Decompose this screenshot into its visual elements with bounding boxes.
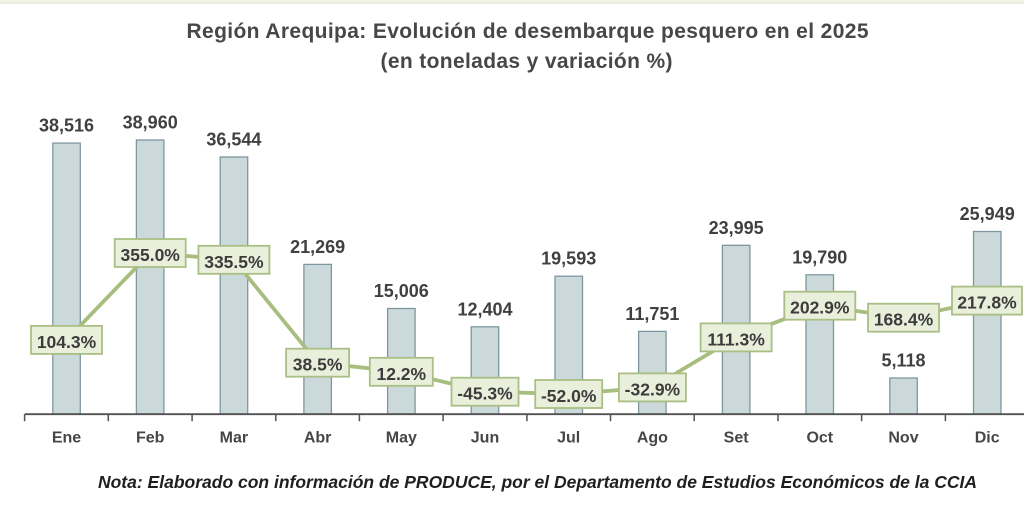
svg-text:15,006: 15,006 [374,281,429,301]
svg-text:111.3%: 111.3% [707,329,765,349]
svg-text:19,790: 19,790 [792,247,847,267]
svg-text:21,269: 21,269 [290,237,345,257]
svg-text:Set: Set [724,430,750,447]
svg-text:25,949: 25,949 [960,204,1015,224]
svg-text:Abr: Abr [304,430,332,447]
svg-text:38.5%: 38.5% [293,355,343,375]
svg-text:5,118: 5,118 [881,351,925,371]
svg-text:23,995: 23,995 [709,218,764,238]
svg-text:Mar: Mar [220,430,248,447]
svg-text:Oct: Oct [806,430,833,447]
svg-text:168.4%: 168.4% [874,310,934,330]
svg-text:Dic: Dic [975,430,1000,447]
svg-text:Ago: Ago [637,430,668,447]
svg-text:104.3%: 104.3% [37,332,97,352]
svg-text:-45.3%: -45.3% [457,384,513,404]
svg-text:Región Arequipa: Evolución de: Región Arequipa: Evolución de desembarqu… [187,20,869,43]
svg-text:Ene: Ene [52,430,81,447]
svg-text:38,960: 38,960 [123,113,178,133]
svg-text:Jul: Jul [557,430,580,447]
svg-text:-32.9%: -32.9% [625,379,681,399]
svg-text:335.5%: 335.5% [204,252,264,272]
svg-text:11,751: 11,751 [625,304,679,324]
svg-text:May: May [386,430,417,447]
svg-text:355.0%: 355.0% [121,245,181,265]
svg-text:Nov: Nov [888,430,918,447]
svg-text:38,516: 38,516 [39,116,94,136]
svg-text:(en toneladas y variación %): (en toneladas y variación %) [381,50,673,73]
svg-text:19,593: 19,593 [541,249,596,269]
svg-text:Nota: Elaborado con informació: Nota: Elaborado con información de PRODU… [98,472,977,492]
svg-text:36,544: 36,544 [206,130,261,150]
svg-text:202.9%: 202.9% [790,298,850,318]
svg-text:12,404: 12,404 [457,299,512,319]
svg-text:217.8%: 217.8% [957,293,1017,313]
svg-text:12.2%: 12.2% [376,364,426,384]
svg-text:Feb: Feb [136,430,165,447]
svg-text:Jun: Jun [471,430,499,447]
svg-text:-52.0%: -52.0% [541,386,597,406]
